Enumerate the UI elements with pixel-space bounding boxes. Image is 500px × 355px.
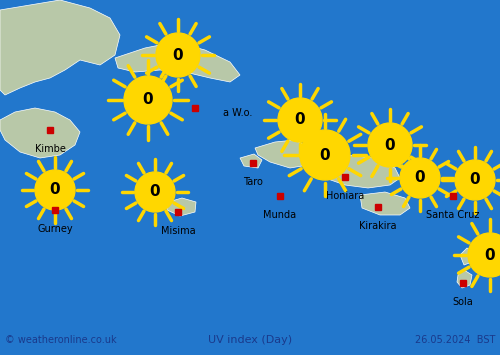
Polygon shape xyxy=(115,42,240,82)
Circle shape xyxy=(124,76,172,124)
Polygon shape xyxy=(457,270,472,288)
Text: 0: 0 xyxy=(384,137,396,153)
Polygon shape xyxy=(460,248,474,265)
Text: 0: 0 xyxy=(150,185,160,200)
Text: 0: 0 xyxy=(470,173,480,187)
Circle shape xyxy=(135,172,175,212)
Polygon shape xyxy=(0,0,120,95)
Text: Misima: Misima xyxy=(160,226,196,236)
Circle shape xyxy=(278,98,322,142)
Circle shape xyxy=(455,160,495,200)
Text: a W.o.: a W.o. xyxy=(223,108,252,118)
Text: 0: 0 xyxy=(414,170,426,186)
Circle shape xyxy=(400,158,440,198)
Text: UV index (Day): UV index (Day) xyxy=(208,335,292,345)
Text: Kimbe: Kimbe xyxy=(34,144,66,154)
Text: 26.05.2024  BST: 26.05.2024 BST xyxy=(414,335,495,345)
Text: 0: 0 xyxy=(484,247,496,262)
Polygon shape xyxy=(167,198,196,216)
Circle shape xyxy=(368,123,412,167)
Text: Taro: Taro xyxy=(243,177,263,187)
Circle shape xyxy=(468,233,500,277)
Polygon shape xyxy=(360,192,410,215)
Text: 0: 0 xyxy=(294,113,306,127)
Text: Munda: Munda xyxy=(264,210,296,220)
Polygon shape xyxy=(315,155,400,188)
Text: 0: 0 xyxy=(172,48,184,62)
Text: Kirakira: Kirakira xyxy=(359,221,397,231)
Polygon shape xyxy=(0,108,80,158)
Text: 0: 0 xyxy=(320,147,330,163)
Text: 0: 0 xyxy=(142,93,154,108)
Text: Santa Cruz: Santa Cruz xyxy=(426,210,480,220)
Circle shape xyxy=(156,33,200,77)
Polygon shape xyxy=(240,154,262,168)
Text: Gurney: Gurney xyxy=(37,224,73,234)
Text: Honiara: Honiara xyxy=(326,191,364,201)
Text: Sola: Sola xyxy=(452,297,473,307)
Polygon shape xyxy=(255,140,315,168)
Circle shape xyxy=(35,170,75,210)
Circle shape xyxy=(300,130,350,180)
Text: © weatheronline.co.uk: © weatheronline.co.uk xyxy=(5,335,116,345)
Text: 0: 0 xyxy=(50,182,60,197)
